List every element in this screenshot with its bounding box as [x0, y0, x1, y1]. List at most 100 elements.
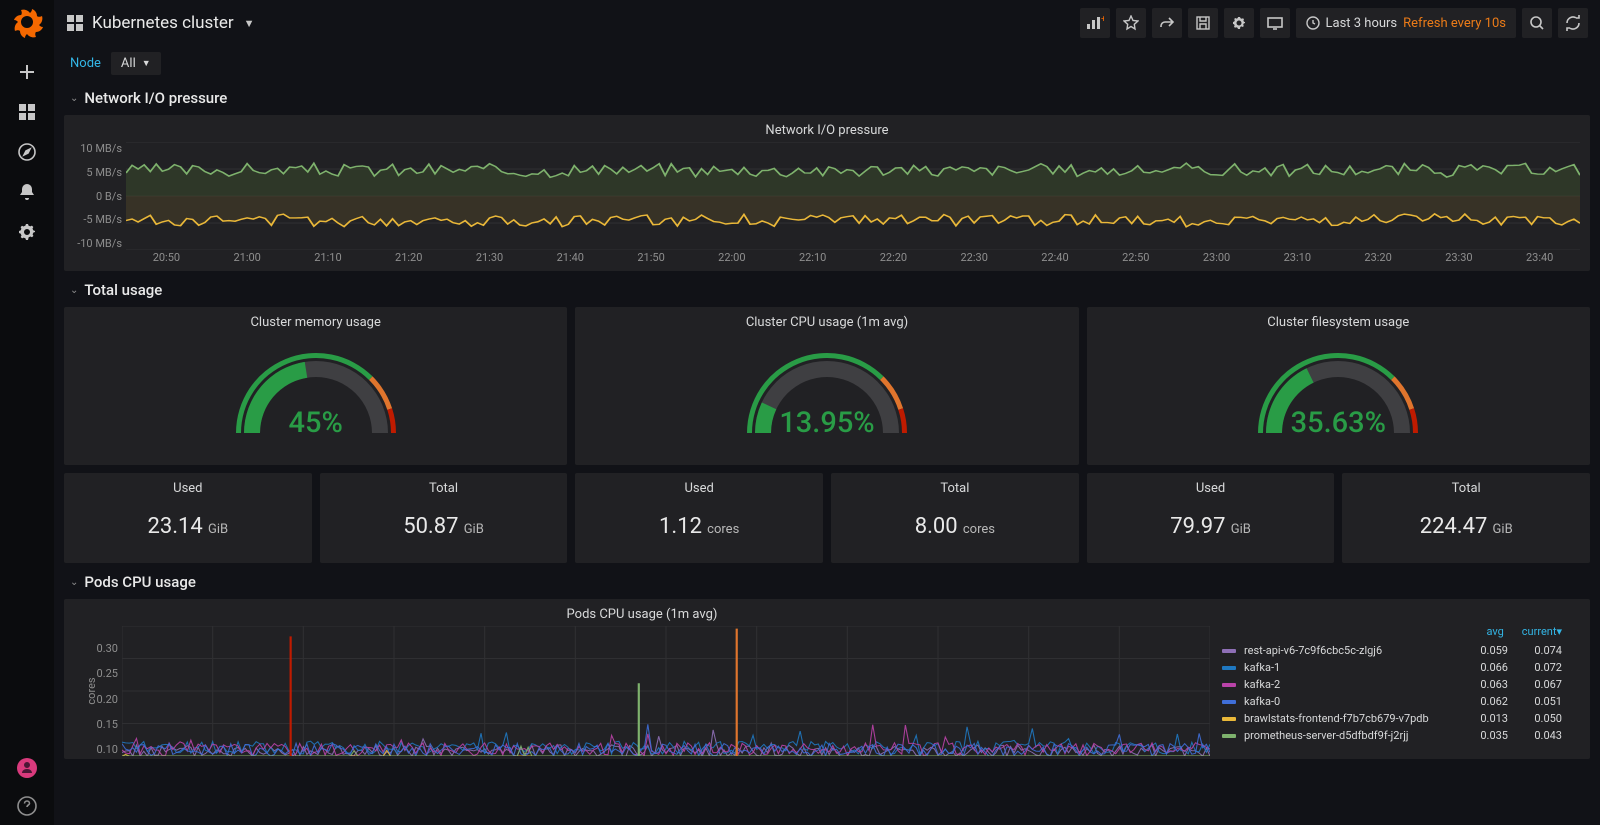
legend-name: brawlstats-frontend-f7b7cb679-v7pdb: [1244, 712, 1454, 725]
stat-value: 50.87 GiB: [330, 514, 558, 539]
stat-label: Total: [330, 481, 558, 496]
explore-icon[interactable]: [17, 142, 37, 162]
legend-avg: 0.063: [1462, 678, 1508, 691]
legend-current: 0.072: [1516, 661, 1562, 674]
gauge: 35.63%: [1248, 338, 1428, 448]
legend-avg: 0.013: [1462, 712, 1508, 725]
stat-value: 1.12 cores: [585, 514, 813, 539]
panel-title: Network I/O pressure: [74, 123, 1580, 138]
legend-current: 0.074: [1516, 644, 1562, 657]
legend-item[interactable]: kafka-2 0.063 0.067: [1222, 676, 1572, 693]
chevron-down-icon: ⌄: [70, 93, 78, 104]
stat-panel[interactable]: Used 79.97 GiB: [1087, 473, 1335, 563]
legend-current: 0.043: [1516, 729, 1562, 742]
topbar: Kubernetes cluster ▼ + Last 3 hours Refr…: [54, 0, 1600, 46]
row-header-pods[interactable]: ⌄ Pods CPU usage: [64, 571, 1590, 599]
gauge: 45%: [226, 338, 406, 448]
var-node-value-text: All: [121, 56, 136, 71]
gauge-panel[interactable]: Cluster memory usage 45%: [64, 307, 567, 465]
gauge-panel[interactable]: Cluster CPU usage (1m avg) 13.95%: [575, 307, 1078, 465]
legend-name: kafka-1: [1244, 661, 1454, 674]
row-title-total: Total usage: [84, 281, 162, 299]
stat-value: 79.97 GiB: [1097, 514, 1325, 539]
help-icon[interactable]: [16, 795, 38, 817]
save-button[interactable]: [1188, 8, 1218, 38]
plus-icon[interactable]: [17, 62, 37, 82]
network-yaxis: 10 MB/s5 MB/s0 B/s-5 MB/s-10 MB/s: [74, 142, 126, 262]
legend-swatch: [1222, 683, 1236, 687]
row-title-network: Network I/O pressure: [84, 89, 227, 107]
row-header-network[interactable]: ⌄ Network I/O pressure: [64, 87, 1590, 115]
legend-avg: 0.066: [1462, 661, 1508, 674]
panel-title: Cluster filesystem usage: [1267, 315, 1409, 330]
legend-swatch: [1222, 717, 1236, 721]
legend-avg: 0.059: [1462, 644, 1508, 657]
panel-network-io[interactable]: Network I/O pressure 10 MB/s5 MB/s0 B/s-…: [64, 115, 1590, 271]
stat-panel[interactable]: Total 50.87 GiB: [320, 473, 568, 563]
legend-name: kafka-0: [1244, 695, 1454, 708]
settings-icon[interactable]: [17, 222, 37, 242]
panel-title: Cluster memory usage: [250, 315, 380, 330]
time-range-label: Last 3 hours: [1326, 16, 1398, 31]
legend-current: 0.051: [1516, 695, 1562, 708]
legend-item[interactable]: kafka-1 0.066 0.072: [1222, 659, 1572, 676]
star-button[interactable]: [1116, 8, 1146, 38]
dashboard-content: ⌄ Network I/O pressure Network I/O press…: [54, 87, 1600, 825]
stat-label: Used: [1097, 481, 1325, 496]
row-title-pods: Pods CPU usage: [84, 573, 195, 591]
legend-swatch: [1222, 734, 1236, 738]
var-node-value[interactable]: All ▼: [111, 52, 161, 75]
legend-swatch: [1222, 649, 1236, 653]
chevron-down-icon: ⌄: [70, 577, 78, 588]
share-button[interactable]: [1152, 8, 1182, 38]
alert-icon[interactable]: [17, 182, 37, 202]
stat-label: Total: [841, 481, 1069, 496]
gauge-row: Cluster memory usage 45% Cluster CPU usa…: [64, 307, 1590, 465]
stat-label: Used: [585, 481, 813, 496]
add-panel-button[interactable]: +: [1080, 8, 1110, 38]
dashboard-title[interactable]: Kubernetes cluster ▼: [66, 13, 255, 33]
panel-title: Pods CPU usage (1m avg): [74, 607, 1210, 622]
legend-item[interactable]: prometheus-server-d5dfbdf9f-j2rjj 0.035 …: [1222, 727, 1572, 744]
grafana-logo-icon[interactable]: [11, 6, 43, 38]
stat-panel[interactable]: Total 224.47 GiB: [1342, 473, 1590, 563]
main-area: Kubernetes cluster ▼ + Last 3 hours Refr…: [54, 0, 1600, 825]
refresh-button[interactable]: [1558, 8, 1588, 38]
legend-swatch: [1222, 700, 1236, 704]
profile-icon[interactable]: [16, 757, 38, 779]
legend-item[interactable]: rest-api-v6-7c9f6cbc5c-zlgj6 0.059 0.074: [1222, 642, 1572, 659]
stat-row: Used 23.14 GiBTotal 50.87 GiBUsed 1.12 c…: [64, 473, 1590, 563]
legend-item[interactable]: brawlstats-frontend-f7b7cb679-v7pdb 0.01…: [1222, 710, 1572, 727]
network-chart: 20:5021:0021:1021:2021:3021:4021:5022:00…: [126, 142, 1580, 262]
legend-current: 0.050: [1516, 712, 1562, 725]
zoom-out-button[interactable]: [1522, 8, 1552, 38]
svg-text:+: +: [1101, 16, 1104, 25]
stat-panel[interactable]: Used 23.14 GiB: [64, 473, 312, 563]
gauge-panel[interactable]: Cluster filesystem usage 35.63%: [1087, 307, 1590, 465]
settings-button[interactable]: [1224, 8, 1254, 38]
legend-name: prometheus-server-d5dfbdf9f-j2rjj: [1244, 729, 1454, 742]
gauge-value: 13.95%: [779, 406, 874, 440]
pods-legend: avgcurrent▾ rest-api-v6-7c9f6cbc5c-zlgj6…: [1210, 607, 1580, 755]
legend-swatch: [1222, 666, 1236, 670]
stat-label: Used: [74, 481, 302, 496]
panel-pods-cpu[interactable]: Pods CPU usage (1m avg) cores 0.300.250.…: [64, 599, 1590, 759]
var-node-label: Node: [70, 56, 101, 71]
panel-title: Cluster CPU usage (1m avg): [746, 315, 908, 330]
legend-avg: 0.035: [1462, 729, 1508, 742]
stat-panel[interactable]: Total 8.00 cores: [831, 473, 1079, 563]
row-header-total[interactable]: ⌄ Total usage: [64, 279, 1590, 307]
legend-item[interactable]: kafka-0 0.062 0.051: [1222, 693, 1572, 710]
pods-chart: [122, 626, 1210, 756]
legend-header: avgcurrent▾: [1222, 625, 1572, 638]
stat-value: 224.47 GiB: [1352, 514, 1580, 539]
cycle-view-button[interactable]: [1260, 8, 1290, 38]
pods-yaxis-label: cores: [85, 677, 98, 704]
stat-value: 8.00 cores: [841, 514, 1069, 539]
dashboards-icon[interactable]: [17, 102, 37, 122]
gauge-value: 35.63%: [1291, 406, 1386, 440]
legend-name: kafka-2: [1244, 678, 1454, 691]
time-picker[interactable]: Last 3 hours Refresh every 10s: [1296, 8, 1517, 38]
stat-panel[interactable]: Used 1.12 cores: [575, 473, 823, 563]
variable-bar: Node All ▼: [54, 46, 1600, 87]
